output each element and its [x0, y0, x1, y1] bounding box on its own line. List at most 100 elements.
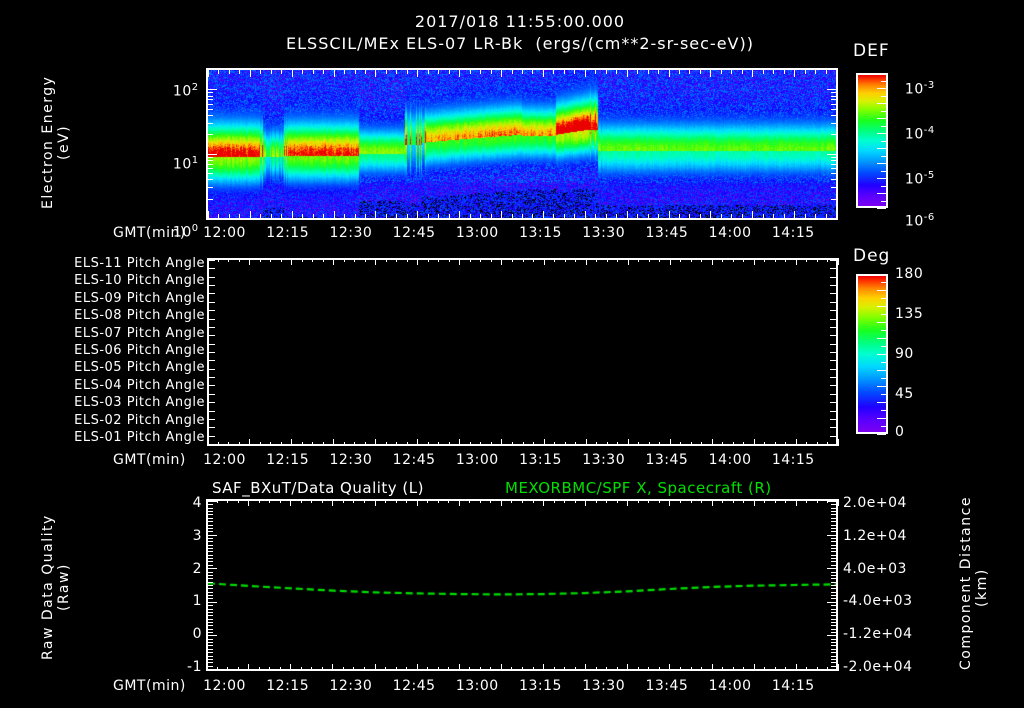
- axis-tick: [627, 664, 629, 671]
- axis-tick: [208, 578, 213, 580]
- bottom-panel-plot-area[interactable]: [206, 499, 838, 671]
- middle-panel-row-labels: ELS-11 Pitch Angle ELS-10 Pitch Angle ELS-…: [40, 256, 205, 448]
- axis-tick: [469, 667, 471, 671]
- axis-tick: [375, 439, 377, 446]
- axis-tick: [830, 435, 836, 437]
- axis-tick: [827, 669, 836, 670]
- axis-tick: [249, 439, 251, 446]
- axis-tick: [543, 499, 545, 506]
- middle-panel-xlabel: GMT(min): [113, 452, 186, 468]
- axis-tick: [831, 544, 836, 546]
- axis-tick: [208, 179, 213, 181]
- middle-panel-plot-area[interactable]: [207, 258, 838, 446]
- axis-tick: [480, 70, 482, 74]
- axis-tick: [258, 667, 260, 671]
- axis-tick: [827, 635, 836, 637]
- colorbar-tick: [881, 155, 886, 157]
- pitch-angle-row-label: ELS-05 Pitch Angle: [74, 360, 205, 376]
- axis-tick: [427, 667, 429, 671]
- electron-energy-spectrogram[interactable]: [208, 70, 836, 218]
- colorbar-tick: [881, 362, 886, 363]
- top-cbar-exp-3: -6: [923, 212, 935, 223]
- axis-tick: [831, 99, 836, 101]
- axis-tick: [385, 70, 387, 74]
- axis-tick: [209, 393, 215, 395]
- axis-tick: [753, 258, 755, 265]
- axis-tick: [480, 214, 482, 218]
- axis-tick: [816, 258, 818, 262]
- axis-tick: [831, 652, 836, 654]
- axis-tick: [280, 258, 282, 262]
- colorbar-tick: [877, 274, 886, 275]
- axis-tick: [648, 499, 650, 503]
- axis-tick: [208, 544, 213, 546]
- axis-tick: [406, 442, 408, 446]
- axis-tick: [333, 258, 335, 265]
- pitch-angle-row-label: ELS-08 Pitch Angle: [74, 308, 205, 324]
- axis-tick: [830, 285, 836, 287]
- axis-tick: [406, 499, 408, 503]
- axis-tick: [584, 70, 586, 77]
- axis-tick: [208, 561, 213, 563]
- axis-tick: [216, 499, 218, 503]
- axis-tick: [563, 214, 565, 218]
- axis-tick: [752, 70, 754, 77]
- xtick-label-14-00: 14:00: [708, 678, 752, 694]
- axis-tick: [208, 517, 213, 519]
- axis-tick: [406, 214, 408, 218]
- pitch-angle-row-label: ELS-06 Pitch Angle: [74, 343, 205, 358]
- axis-tick: [606, 442, 608, 446]
- axis-tick: [680, 499, 681, 503]
- axis-tick: [437, 499, 439, 503]
- axis-tick: [596, 258, 598, 262]
- axis-tick: [690, 667, 692, 671]
- axis-tick: [830, 326, 836, 328]
- axis-tick: [448, 214, 450, 218]
- bottom-panel-right-ticklabels: 2.0e+04 1.2e+04 4.0e+03 -4.0e+03 -1.2e+04 -2.…: [843, 495, 953, 675]
- axis-tick: [511, 499, 513, 503]
- xtick-label-12-00: 12:00: [203, 452, 246, 468]
- axis-tick: [469, 499, 471, 503]
- top-panel-plot-area[interactable]: [206, 68, 838, 220]
- axis-tick: [364, 442, 366, 446]
- top-ytick-1e2: 102: [172, 82, 199, 100]
- axis-tick: [827, 568, 836, 570]
- axis-tick: [479, 499, 481, 503]
- axis-tick: [208, 564, 213, 566]
- top-panel-xlabel: GMT(min): [113, 225, 186, 241]
- axis-tick: [208, 108, 213, 110]
- xtick-label-13-45: 13:45: [645, 678, 689, 694]
- axis-tick: [773, 214, 775, 218]
- axis-tick: [364, 499, 365, 503]
- axis-tick: [606, 667, 608, 671]
- middle-panel-xtick-row: 12:00 12:15 12:30 12:45 13:00 13:15 13:30 13:45…: [0, 452, 1024, 472]
- xtick-label-13-30: 13:30: [582, 678, 626, 694]
- axis-tick: [427, 499, 429, 503]
- axis-tick: [575, 258, 577, 262]
- axis-tick: [395, 499, 397, 503]
- xtick-label-14-00: 14:00: [708, 452, 752, 468]
- axis-tick: [249, 258, 251, 265]
- axis-tick: [312, 214, 314, 218]
- axis-tick: [458, 664, 460, 671]
- axis-tick: [764, 442, 766, 446]
- axis-tick: [679, 214, 680, 218]
- bottom-panel-title-left: SAF_BXuT/Data Quality (L): [212, 479, 424, 497]
- data-quality-orbit-trace[interactable]: [208, 501, 836, 669]
- axis-tick: [501, 70, 503, 77]
- axis-tick: [838, 664, 839, 671]
- axis-tick: [564, 499, 566, 503]
- axis-tick: [647, 70, 649, 74]
- axis-tick: [490, 442, 492, 446]
- axis-tick: [321, 667, 323, 671]
- colorbar-tick: [877, 402, 886, 403]
- axis-tick: [831, 645, 836, 647]
- axis-tick: [711, 258, 713, 265]
- axis-tick: [595, 70, 597, 74]
- axis-tick: [827, 534, 836, 536]
- axis-tick: [365, 214, 366, 218]
- axis-tick: [208, 625, 213, 627]
- axis-tick: [669, 499, 671, 506]
- axis-tick: [831, 638, 836, 640]
- colorbar-tick: [881, 426, 886, 427]
